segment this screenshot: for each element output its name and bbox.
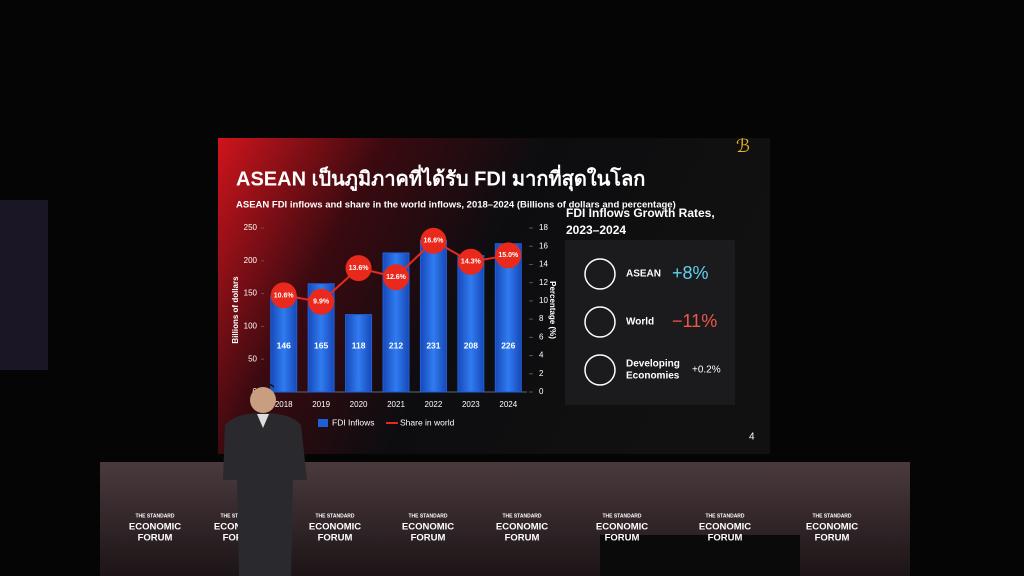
bar-value-label: 118 (352, 340, 366, 350)
x-tick-label: 2019 (312, 400, 330, 409)
x-tick-label: 2020 (350, 400, 368, 409)
row-label: Developing (626, 359, 680, 370)
y2-tick-label: 12 (539, 278, 548, 287)
bar-value-label: 226 (501, 340, 515, 350)
banner-main: ECONOMIC (596, 522, 648, 533)
share-value-label: 12.6% (386, 274, 407, 281)
bar-value-label: 165 (314, 340, 328, 350)
slide-number: 4 (749, 432, 755, 443)
y-axis-label: Billions of dollars (231, 276, 240, 344)
banner-top: THE STANDARD (315, 513, 354, 519)
bar (457, 255, 485, 393)
legend-swatch (318, 419, 328, 427)
banner-top: THE STANDARD (502, 513, 541, 519)
bar (345, 314, 373, 393)
share-value-label: 10.6% (274, 292, 295, 299)
y2-axis-label: Percentage (%) (548, 281, 557, 339)
logo: ℬ (736, 136, 750, 156)
share-value-label: 14.3% (461, 259, 482, 266)
y2-tick-label: 2 (539, 369, 544, 378)
row-value: +8% (672, 263, 709, 283)
y-tick-label: 200 (244, 256, 258, 265)
chart-title: ASEAN เป็นภูมิภาคที่ได้รับ FDI มากที่สุด… (236, 163, 645, 192)
y2-tick-label: 4 (539, 351, 544, 360)
row-icon (584, 354, 616, 386)
speaker (223, 383, 307, 576)
y2-tick-label: 6 (539, 332, 544, 341)
banner-top: THE STANDARD (602, 513, 641, 519)
row-value: +0.2% (692, 365, 721, 376)
legend-label: Share in world (400, 417, 455, 427)
share-value-label: 16.6% (423, 238, 444, 245)
y2-tick-label: 16 (539, 241, 548, 250)
banner-main: ECONOMIC (402, 522, 454, 533)
y2-tick-label: 14 (539, 260, 548, 269)
growth-panel (565, 240, 735, 405)
share-point (495, 242, 522, 269)
banner-main: ECONOMIC (129, 522, 181, 533)
y-tick-label: 100 (244, 322, 258, 331)
x-tick-label: 2023 (462, 400, 480, 409)
y2-tick-label: 0 (539, 387, 544, 396)
banner-top: THE STANDARD (705, 513, 744, 519)
bar-value-label: 146 (277, 340, 291, 350)
bar-value-label: 231 (426, 340, 440, 350)
bar (419, 239, 447, 393)
banner-main: FORUM (411, 533, 446, 544)
banner-main: FORUM (505, 533, 540, 544)
legend-label: FDI Inflows (332, 417, 375, 427)
row-label: World (626, 317, 654, 328)
share-point (420, 227, 447, 254)
x-tick-label: 2024 (499, 400, 517, 409)
banner-top: THE STANDARD (812, 513, 851, 519)
share-point (270, 282, 297, 309)
banner-main: FORUM (318, 533, 353, 544)
banner-main: FORUM (138, 533, 173, 544)
banner-main: ECONOMIC (309, 522, 361, 533)
share-point (383, 264, 409, 291)
side-screen (0, 200, 48, 370)
banner-main: FORUM (708, 533, 743, 544)
x-tick-label: 2022 (425, 400, 443, 409)
banner-main: ECONOMIC (496, 522, 548, 533)
share-point (308, 288, 335, 315)
y-tick-label: 150 (244, 289, 258, 298)
row-icon (584, 258, 616, 290)
banner-top: THE STANDARD (135, 513, 174, 519)
panel-title: 2023–2024 (566, 223, 626, 237)
row-label: Economies (626, 371, 680, 382)
y2-tick-label: 18 (539, 223, 548, 232)
x-tick-label: 2018 (275, 400, 293, 409)
row-icon (584, 306, 616, 338)
bar-value-label: 208 (464, 340, 478, 350)
row-value: −11% (672, 311, 717, 331)
y2-tick-label: 8 (539, 314, 544, 323)
panel-title: FDI Inflows Growth Rates, (566, 206, 715, 220)
banner-main: ECONOMIC (806, 522, 858, 533)
y-tick-label: 250 (244, 223, 258, 232)
share-point (457, 248, 484, 275)
x-tick-label: 2021 (387, 400, 405, 409)
banner-main: ECONOMIC (699, 522, 751, 533)
podium (600, 535, 800, 576)
y-tick-label: 50 (248, 354, 257, 363)
bar-value-label: 212 (389, 340, 403, 350)
share-point (345, 255, 372, 282)
share-value-label: 13.6% (349, 265, 370, 272)
chart-subtitle: ASEAN FDI inflows and share in the world… (236, 200, 676, 211)
row-label: ASEAN (626, 269, 661, 280)
banner-main: FORUM (815, 533, 850, 544)
banner-main: FORUM (605, 533, 640, 544)
y2-tick-label: 10 (539, 296, 548, 305)
share-value-label: 15.0% (498, 252, 519, 259)
share-value-label: 9.9% (313, 299, 330, 306)
banner-top: THE STANDARD (408, 513, 447, 519)
